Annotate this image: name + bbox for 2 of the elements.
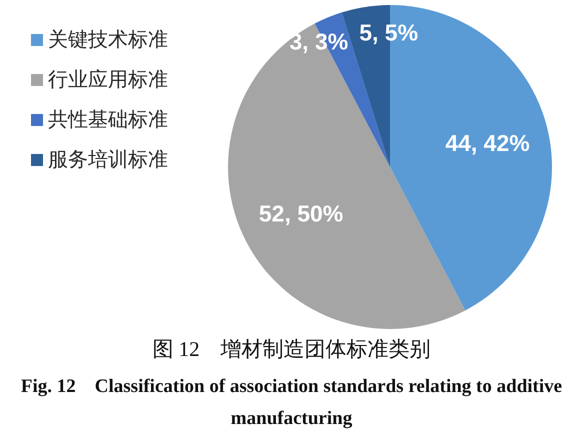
caption: Fig. 12 Classification of association standards relating to additive manufacturing [20, 375, 564, 431]
caption: 图 12 增材制造团体标准类别 [151, 336, 432, 363]
